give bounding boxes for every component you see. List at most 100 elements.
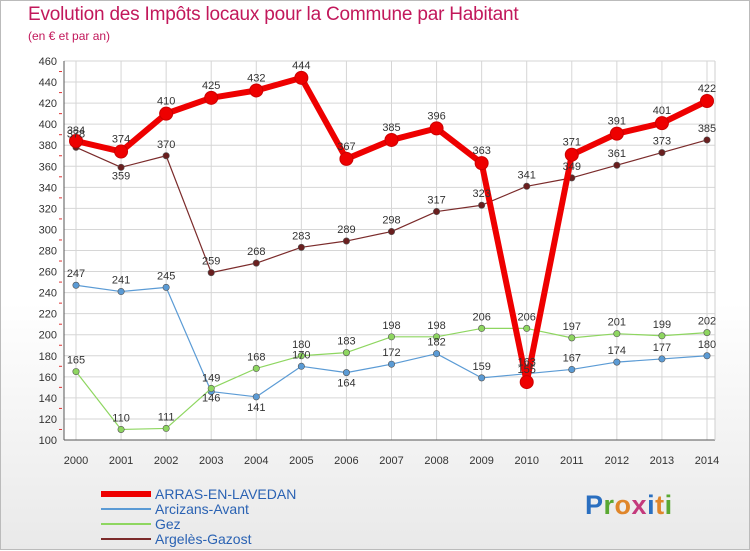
legend-swatch-arcizans [101,508,151,510]
series-arcizans-point [297,362,305,370]
y-tick-label: 360 [39,161,57,173]
series-arras-point [700,94,714,109]
series-gez-point [387,333,395,341]
data-label: 359 [112,170,130,182]
series-gez-point [478,324,486,332]
series-gez-point [162,424,170,432]
y-tick-label: 340 [39,182,57,194]
data-label: 444 [292,60,310,72]
series-arras-point [564,147,579,162]
series-gez-point [703,329,711,337]
series-arcizans-point [478,374,486,382]
logo-letter: o [614,490,632,520]
data-label: 206 [472,311,490,323]
data-label: 385 [698,123,716,135]
series-arras-point [654,116,669,131]
logo-letter: t [655,490,665,520]
data-label: 174 [608,345,626,357]
y-tick-label: 180 [39,351,57,363]
data-label: 373 [653,136,671,148]
data-label: 199 [653,319,671,331]
data-label: 180 [698,339,716,351]
y-tick-label: 240 [39,288,57,300]
data-label: 363 [472,145,490,157]
series-arcizans-point [613,358,621,366]
y-tick-label: 200 [39,330,57,342]
series-gez-point [433,333,441,341]
y-tick-label: 300 [39,224,57,236]
data-label: 168 [247,351,265,363]
series-arcizans-point [568,365,576,373]
data-label: 165 [67,355,85,367]
data-label: 283 [292,230,310,242]
data-label: 401 [653,105,671,117]
data-label: 247 [67,268,85,280]
x-tick-label: 2008 [424,455,448,467]
data-label: 425 [202,80,220,92]
data-label: 141 [247,402,265,414]
series-arcizans-point [252,393,260,401]
data-label: 198 [427,320,445,332]
series-gez-point [523,324,531,332]
series-argeles-point [613,161,621,169]
legend-label-argeles: Argelès-Gazost [155,531,252,547]
data-label: 367 [337,141,355,153]
chart-subtitle: (en € et par an) [28,29,111,43]
series-arras-point [159,106,174,121]
series-arras-point [249,83,264,98]
legend-item-gez: Gez [101,516,361,532]
series-argeles-point [252,259,260,267]
data-label: 163 [518,357,536,369]
proxiti-logo: Proxiti [585,490,673,521]
logo-letter: i [664,490,673,520]
series-arcizans-point [658,355,666,363]
y-tick-label: 460 [39,56,57,68]
data-label: 202 [698,316,716,328]
y-tick-label: 320 [39,203,57,215]
series-argeles-point [433,208,441,216]
y-tick-label: 400 [39,119,57,131]
data-label: 198 [382,320,400,332]
data-label: 245 [157,270,175,282]
y-tick-label: 140 [39,393,57,405]
series-arras-point [339,151,354,166]
series-arras-point [114,144,129,159]
data-label: 323 [472,188,490,200]
series-argeles-point [658,149,666,157]
data-label: 180 [292,339,310,351]
series-gez-point [207,384,215,392]
series-gez-point [297,352,305,360]
data-label: 170 [292,349,310,361]
series-arcizans-point [342,369,350,377]
series-arras-point [204,90,219,105]
x-tick-label: 2003 [199,455,223,467]
series-argeles-point [117,163,125,171]
series-arcizans-point [117,288,125,296]
data-label: 378 [67,128,85,140]
data-label: 110 [112,412,130,424]
logo-letter: r [603,490,615,520]
series-arras-point [294,70,309,85]
x-tick-label: 2009 [469,455,493,467]
data-label: 370 [157,139,175,151]
series-argeles-point [703,136,711,144]
series-arras-point [429,121,444,136]
data-label: 177 [653,342,671,354]
x-tick-label: 2007 [379,455,403,467]
x-tick-label: 2012 [605,455,629,467]
legend-swatch-gez [101,523,151,525]
legend-item-arras: ARRAS-EN-LAVEDAN [101,486,361,502]
series-argeles-point [297,243,305,251]
series-argeles-point [478,201,486,209]
series-arras-point [474,156,489,171]
series-argeles-point [387,228,395,236]
data-label: 241 [112,275,130,287]
series-gez-point [658,332,666,340]
y-tick-label: 380 [39,140,57,152]
series-arras-point [384,132,399,147]
series-arcizans-point [433,350,441,358]
data-label: 159 [472,361,490,373]
data-label: 172 [382,347,400,359]
data-label: 259 [202,256,220,268]
